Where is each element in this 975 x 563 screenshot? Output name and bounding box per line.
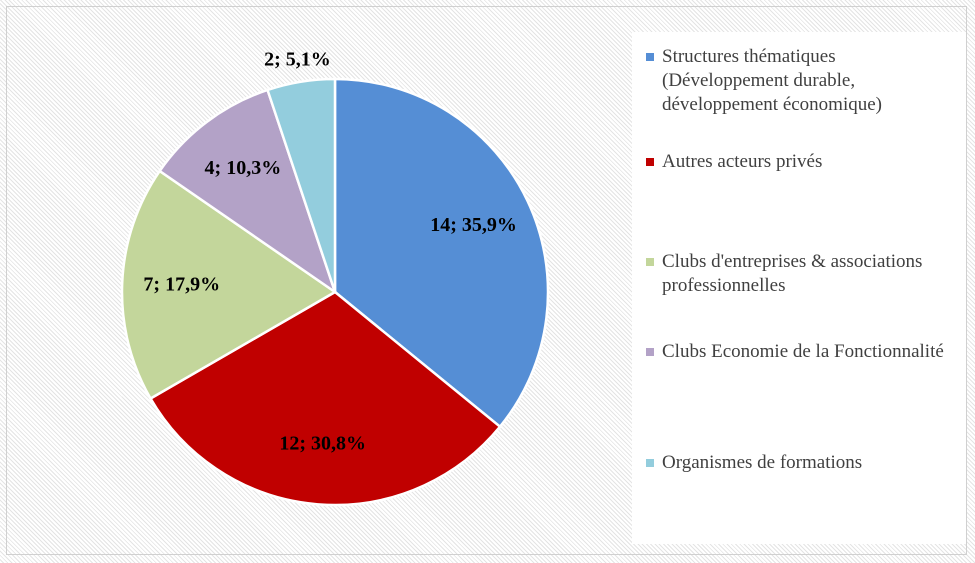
pie-slice	[148, 290, 502, 507]
legend-swatch	[646, 348, 654, 356]
data-label: 2; 5,1%	[264, 48, 331, 70]
pie-slice	[265, 77, 337, 293]
chart-frame	[6, 6, 967, 555]
data-label: 14; 35,9%	[430, 214, 517, 236]
legend-label: Structures thématiques (Développement du…	[662, 46, 883, 115]
legend-swatch	[646, 459, 654, 467]
chart: 14; 35,9% 12; 30,8% 7; 17,9% 4; 10,3% 2; 5,1…	[120, 48, 550, 507]
legend: Structures thématiques (Développement du…	[632, 32, 966, 544]
data-label: 7; 17,9%	[143, 273, 220, 295]
legend-label: Autres acteurs privés	[662, 151, 823, 172]
legend-label: Organismes de formations	[662, 452, 863, 473]
legend-label: Clubs d'entreprises & associations profe…	[662, 251, 923, 296]
data-label: 4; 10,3%	[205, 157, 282, 179]
pie-slice	[157, 88, 338, 296]
legend-label: Clubs Economie de la Fonctionnalité	[662, 341, 944, 362]
legend-item: Autres acteurs privés	[646, 150, 966, 174]
pie-slice	[120, 169, 338, 401]
legend-item: Organismes de formations	[646, 451, 966, 475]
legend-item: Clubs Economie de la Fonctionnalité	[646, 340, 966, 364]
legend-swatch	[646, 158, 654, 166]
legend-item: Clubs d'entreprises & associations profe…	[646, 250, 966, 298]
legend-item: Structures thématiques (Développement du…	[646, 45, 966, 117]
data-label: 12; 30,8%	[279, 432, 366, 454]
pie-slice	[333, 77, 550, 429]
legend-swatch	[646, 258, 654, 266]
legend-swatch	[646, 53, 654, 61]
